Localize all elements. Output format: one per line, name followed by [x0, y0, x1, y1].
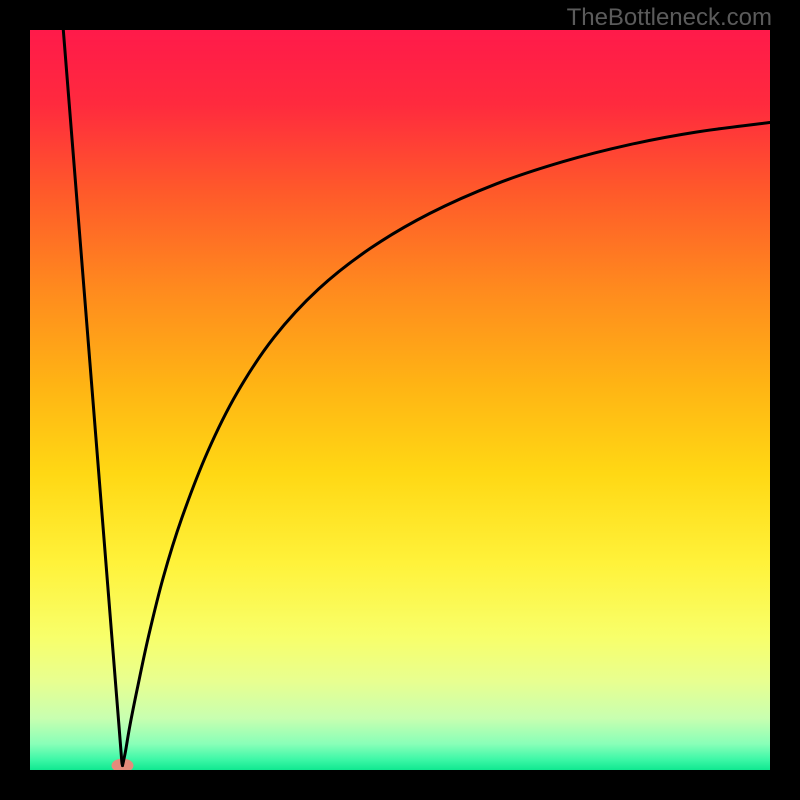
curve-right-branch — [123, 123, 771, 766]
watermark-text: TheBottleneck.com — [567, 4, 772, 32]
curve-layer — [30, 30, 770, 770]
chart-canvas: TheBottleneck.com — [0, 0, 800, 800]
plot-area — [30, 30, 770, 770]
curve-left-branch — [63, 30, 122, 766]
